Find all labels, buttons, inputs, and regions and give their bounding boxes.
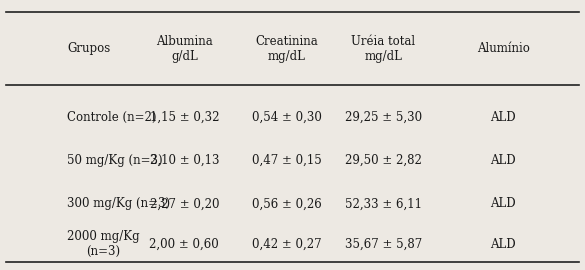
Text: Grupos: Grupos	[67, 42, 111, 55]
Text: Controle (n=2): Controle (n=2)	[67, 111, 157, 124]
Text: 0,56 ± 0,26: 0,56 ± 0,26	[252, 197, 322, 210]
Text: Uréia total
mg/dL: Uréia total mg/dL	[351, 35, 415, 63]
Text: 29,50 ± 2,82: 29,50 ± 2,82	[345, 154, 422, 167]
Text: 52,33 ± 6,11: 52,33 ± 6,11	[345, 197, 422, 210]
Text: 50 mg/Kg (n=3): 50 mg/Kg (n=3)	[67, 154, 163, 167]
Text: 2,00 ± 0,60: 2,00 ± 0,60	[149, 238, 219, 251]
Text: Alumínio: Alumínio	[477, 42, 529, 55]
Text: Creatinina
mg/dL: Creatinina mg/dL	[255, 35, 318, 63]
Text: ALD: ALD	[490, 154, 516, 167]
Text: 0,47 ± 0,15: 0,47 ± 0,15	[252, 154, 322, 167]
Text: ALD: ALD	[490, 197, 516, 210]
Text: ALD: ALD	[490, 238, 516, 251]
Text: Albumina
g/dL: Albumina g/dL	[156, 35, 213, 63]
Text: 300 mg/Kg (n=3): 300 mg/Kg (n=3)	[67, 197, 170, 210]
Text: 2000 mg/Kg
(n=3): 2000 mg/Kg (n=3)	[67, 230, 140, 258]
Text: 2,27 ± 0,20: 2,27 ± 0,20	[150, 197, 219, 210]
Text: 0,42 ± 0,27: 0,42 ± 0,27	[252, 238, 322, 251]
Text: 29,25 ± 5,30: 29,25 ± 5,30	[345, 111, 422, 124]
Text: 0,54 ± 0,30: 0,54 ± 0,30	[252, 111, 322, 124]
Text: ALD: ALD	[490, 111, 516, 124]
Text: 1,15 ± 0,32: 1,15 ± 0,32	[150, 111, 219, 124]
Text: 35,67 ± 5,87: 35,67 ± 5,87	[345, 238, 422, 251]
Text: 2,10 ± 0,13: 2,10 ± 0,13	[150, 154, 219, 167]
